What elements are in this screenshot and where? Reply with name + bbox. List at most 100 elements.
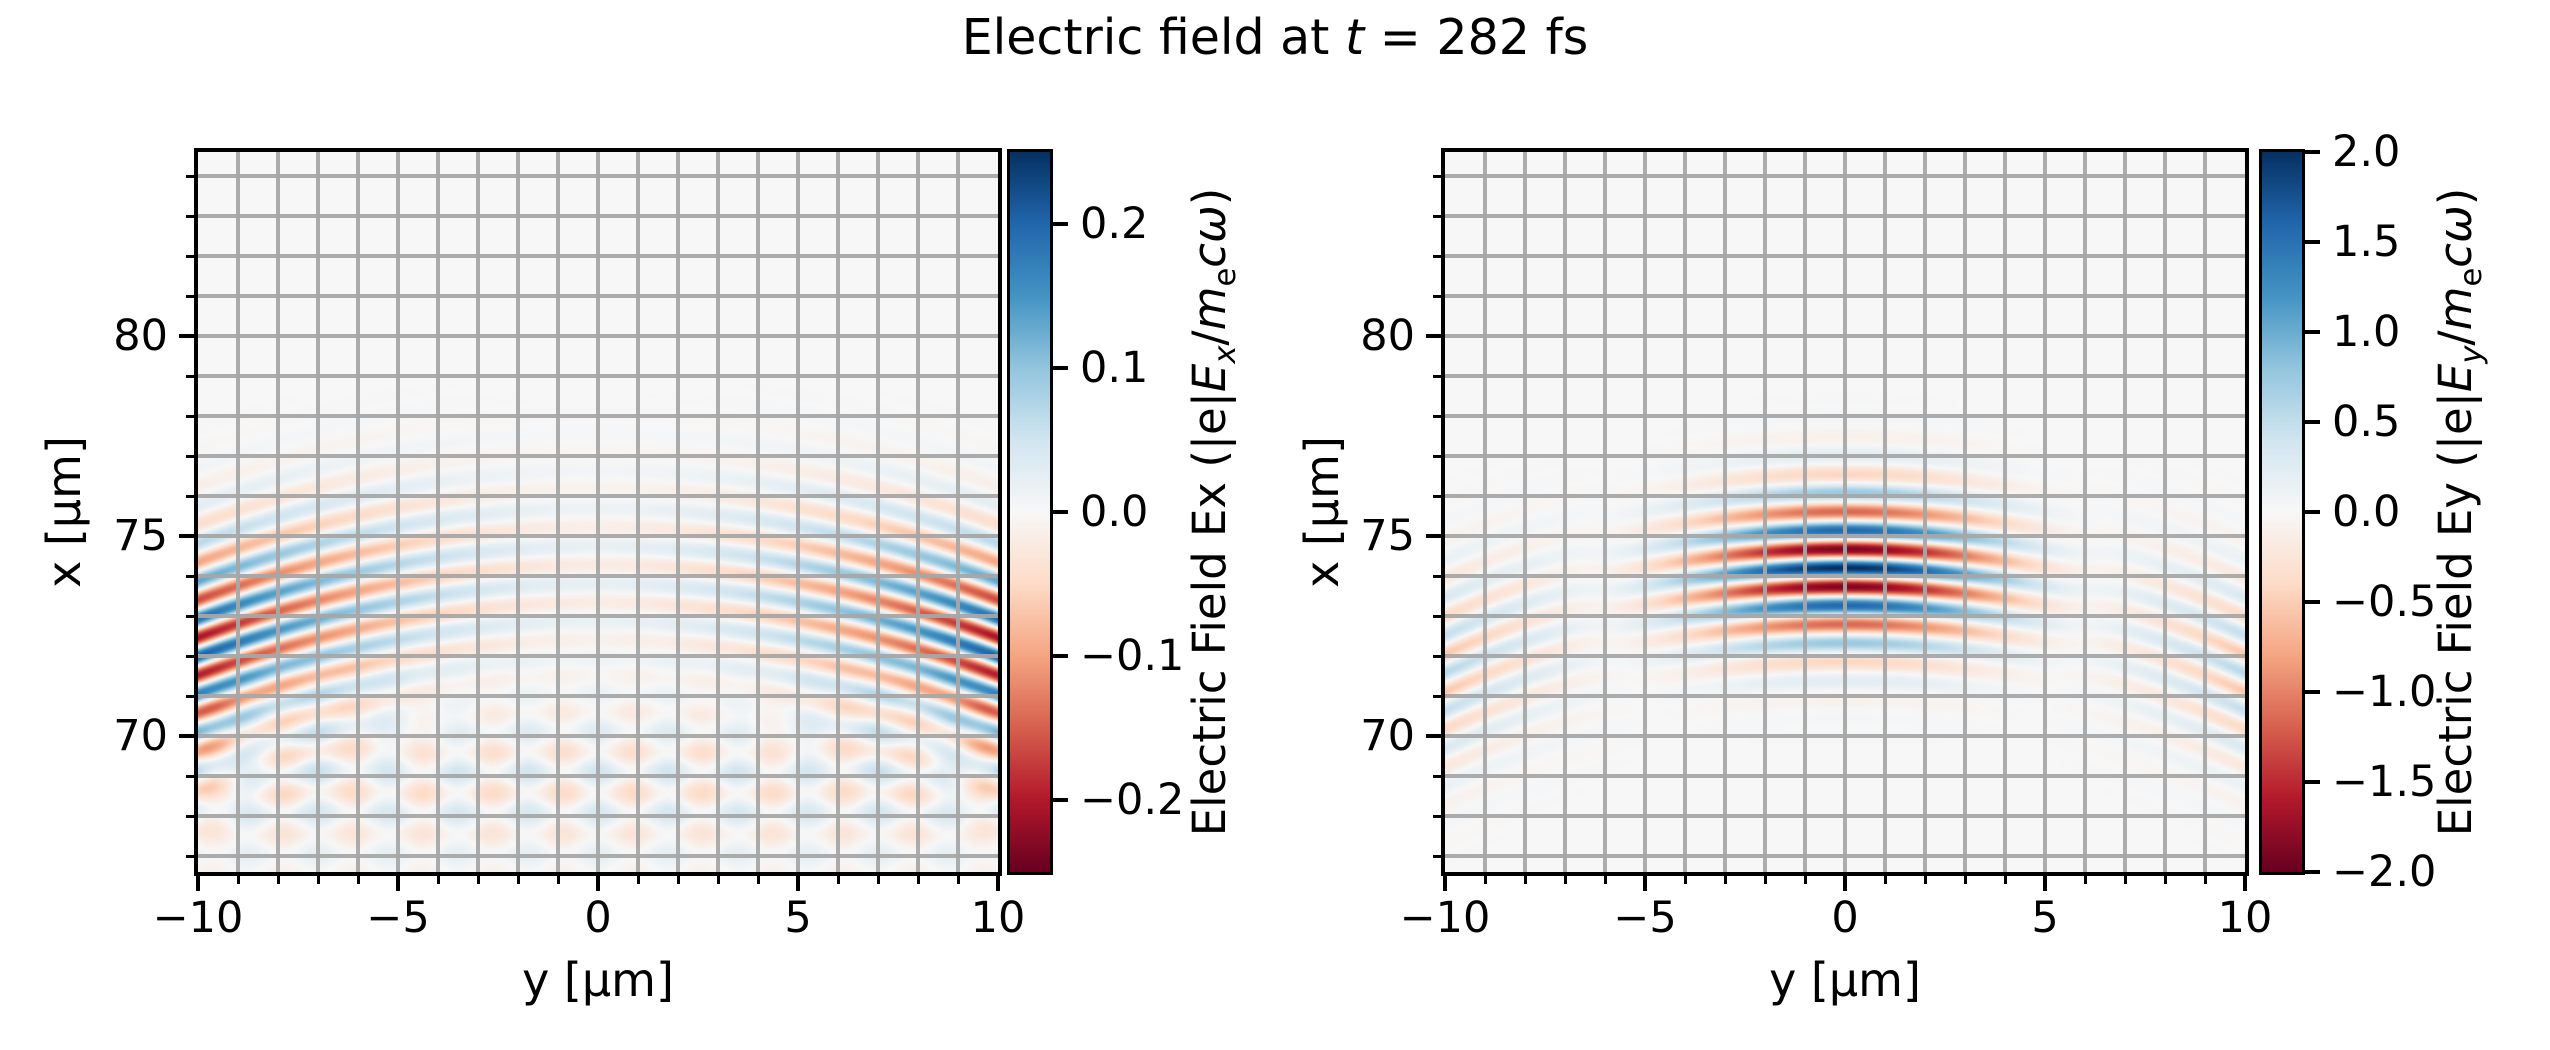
cbar-ex-label-close: ) — [1183, 187, 1236, 206]
colorbar-ex — [1007, 149, 1053, 875]
colorbar-tick-label: −2.0 — [2332, 847, 2437, 897]
y-tick-label: 80 — [113, 311, 168, 361]
gridline-horizontal — [198, 414, 998, 418]
colorbar-tick-label: 0.2 — [1080, 199, 1149, 249]
gridline-horizontal — [198, 854, 998, 858]
colorbar-tick-label: −0.2 — [1080, 775, 1185, 825]
gridline-vertical — [676, 152, 680, 872]
colorbar-label-ey: Electric Field Ey (|e|Ey/mecω) — [2429, 188, 2498, 837]
x-tick-label: 5 — [2031, 893, 2059, 943]
x-tick-label: −10 — [152, 893, 244, 943]
cbar-ex-label-tail: cω — [1183, 205, 1236, 268]
heatmap-ex-plot — [194, 148, 1002, 876]
xlabel-ey: y [μm] — [1769, 953, 1921, 1007]
colorbar-tick-label: 0.0 — [1080, 487, 1149, 537]
gridline-horizontal — [198, 574, 998, 578]
y-minor-tick — [1433, 694, 1441, 698]
x-major-tick — [1843, 876, 1847, 891]
y-minor-tick — [1433, 854, 1441, 858]
y-minor-tick — [186, 494, 194, 498]
x-tick-label: 10 — [970, 893, 1026, 943]
gridline-vertical — [1563, 152, 1567, 872]
gridline-horizontal — [1445, 214, 2245, 218]
x-major-tick — [1443, 876, 1447, 891]
gridline-horizontal — [1445, 254, 2245, 258]
x-major-tick — [2243, 876, 2247, 891]
x-tick-label: 0 — [584, 893, 612, 943]
gridline-vertical — [1483, 152, 1487, 872]
gridline-horizontal — [1445, 374, 2245, 378]
x-minor-tick — [676, 876, 680, 884]
x-minor-tick — [236, 876, 240, 884]
gridline-vertical — [1963, 152, 1967, 872]
x-minor-tick — [836, 876, 840, 884]
x-minor-tick — [1803, 876, 1807, 884]
y-minor-tick — [1433, 814, 1441, 818]
gridline-horizontal — [1445, 574, 2245, 578]
colorbar-tick — [2305, 690, 2320, 694]
colorbar-tick — [2305, 600, 2320, 604]
x-minor-tick — [2203, 876, 2207, 884]
x-minor-tick — [316, 876, 320, 884]
gridline-vertical — [2083, 152, 2087, 872]
x-minor-tick — [876, 876, 880, 884]
x-tick-label: 5 — [784, 893, 812, 943]
x-major-tick — [2043, 876, 2047, 891]
gridline-horizontal — [198, 174, 998, 178]
gridline-horizontal — [198, 214, 998, 218]
gridline-vertical — [756, 152, 760, 872]
figure-title: Electric field at t = 282 fs — [0, 8, 2550, 68]
y-minor-tick — [1433, 254, 1441, 258]
gridline-horizontal — [1445, 814, 2245, 818]
y-minor-tick — [1433, 414, 1441, 418]
gridline-vertical — [636, 152, 640, 872]
x-minor-tick — [1603, 876, 1607, 884]
colorbar-tick — [1053, 798, 1068, 802]
gridline-vertical — [1923, 152, 1927, 872]
colorbar-tick — [2305, 240, 2320, 244]
gridline-horizontal — [198, 534, 998, 538]
gridline-vertical — [2203, 152, 2207, 872]
y-tick-label: 80 — [1360, 311, 1415, 361]
gridline-vertical — [2123, 152, 2127, 872]
y-minor-tick — [186, 574, 194, 578]
gridline-vertical — [1883, 152, 1887, 872]
cbar-ey-label-sym: E — [2429, 363, 2482, 393]
gridline-vertical — [876, 152, 880, 872]
gridline-horizontal — [1445, 694, 2245, 698]
y-major-tick — [179, 734, 194, 738]
gridline-vertical — [716, 152, 720, 872]
gridline-vertical — [556, 152, 560, 872]
figure-title-value: = 282 fs — [1364, 9, 1589, 66]
gridline-horizontal — [198, 254, 998, 258]
x-minor-tick — [276, 876, 280, 884]
gridline-horizontal — [1445, 534, 2245, 538]
y-minor-tick — [186, 454, 194, 458]
gridline-horizontal — [1445, 294, 2245, 298]
figure-title-text: Electric field at — [961, 9, 1345, 66]
x-minor-tick — [1523, 876, 1527, 884]
x-minor-tick — [2123, 876, 2127, 884]
colorbar-tick — [1053, 510, 1068, 514]
x-tick-label: −10 — [1399, 893, 1491, 943]
cbar-ey-label-pre: Electric Field Ey (|e| — [2429, 392, 2482, 837]
colorbar-tick — [1053, 366, 1068, 370]
gridline-horizontal — [198, 494, 998, 498]
y-minor-tick — [1433, 654, 1441, 658]
cbar-ey-label-symsub: y — [2454, 345, 2489, 364]
x-minor-tick — [356, 876, 360, 884]
x-minor-tick — [1763, 876, 1767, 884]
gridline-vertical — [1523, 152, 1527, 872]
gridline-vertical — [1723, 152, 1727, 872]
x-minor-tick — [1963, 876, 1967, 884]
x-minor-tick — [756, 876, 760, 884]
heatmap-ey-plot — [1441, 148, 2249, 876]
y-minor-tick — [1433, 174, 1441, 178]
cbar-ex-label-msub: e — [1208, 267, 1243, 287]
gridline-vertical — [1803, 152, 1807, 872]
gridline-vertical — [516, 152, 520, 872]
colorbar-tick-label: −0.5 — [2332, 577, 2437, 627]
gridline-horizontal — [1445, 734, 2245, 738]
gridline-vertical — [956, 152, 960, 872]
